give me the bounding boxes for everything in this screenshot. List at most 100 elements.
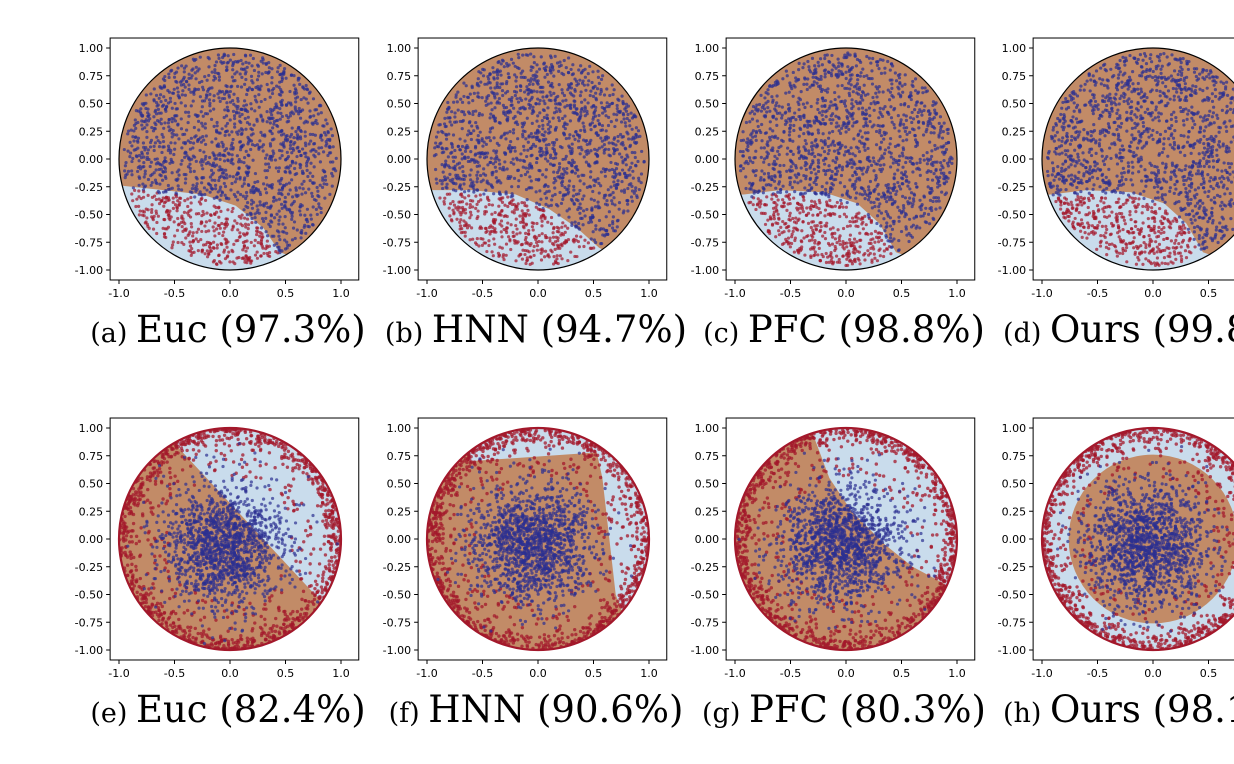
point-class-1	[613, 203, 617, 207]
point-class-1	[888, 142, 892, 146]
point-class-1	[893, 199, 897, 204]
point-class-2	[188, 215, 193, 219]
point-class-1	[479, 71, 483, 75]
point-class-1	[490, 126, 495, 130]
point-class-1	[450, 110, 454, 114]
point-class-1	[176, 184, 180, 188]
point-class-1	[882, 137, 886, 141]
point-class-1	[297, 125, 301, 130]
point-class-2	[535, 244, 540, 248]
point-class-2	[217, 215, 221, 219]
point-class-1	[630, 127, 634, 131]
point-class-1	[577, 221, 581, 226]
point-class-1	[183, 93, 187, 97]
point-class-2	[131, 199, 135, 203]
point-class-1	[142, 175, 146, 179]
point-class-1	[234, 177, 239, 181]
point-class-2	[792, 220, 797, 224]
point-class-2	[835, 260, 840, 264]
point-class-1	[568, 149, 572, 153]
point-class-1	[209, 168, 214, 172]
point-class-1	[874, 91, 878, 95]
point-class-1	[440, 151, 444, 155]
point-class-1	[275, 70, 280, 74]
point-class-1	[267, 165, 272, 169]
point-class-1	[477, 95, 481, 99]
point-class-2	[162, 232, 167, 236]
point-class-2	[823, 214, 827, 218]
point-class-1	[260, 72, 264, 76]
point-class-1	[850, 112, 854, 117]
point-class-1	[878, 167, 882, 172]
point-class-1	[909, 156, 913, 160]
point-class-1	[553, 54, 557, 58]
point-class-1	[618, 172, 622, 177]
point-class-1	[168, 151, 173, 155]
point-class-1	[636, 129, 641, 133]
point-class-1	[921, 121, 926, 126]
point-class-1	[749, 142, 753, 146]
point-class-2	[839, 202, 844, 206]
point-class-1	[281, 72, 285, 76]
point-class-1	[946, 164, 950, 168]
point-class-1	[607, 210, 611, 214]
panel-title: HNN (94.7%)	[432, 308, 687, 351]
point-class-1	[233, 72, 237, 76]
point-class-1	[865, 74, 869, 78]
point-class-1	[506, 174, 511, 179]
point-class-1	[156, 103, 160, 107]
point-class-1	[605, 104, 609, 109]
point-class-1	[741, 166, 745, 171]
point-class-1	[940, 190, 944, 194]
point-class-1	[874, 143, 879, 147]
point-class-1	[208, 104, 212, 108]
point-class-1	[551, 194, 555, 198]
point-class-1	[182, 66, 187, 70]
point-class-2	[476, 209, 480, 213]
point-class-1	[910, 120, 914, 125]
point-class-1	[944, 175, 948, 179]
point-class-1	[217, 178, 221, 183]
point-class-2	[803, 253, 807, 257]
point-class-1	[587, 79, 591, 83]
point-class-2	[442, 200, 446, 204]
y-tick-label: 0.50	[387, 98, 412, 111]
point-class-1	[566, 190, 571, 194]
point-class-2	[233, 262, 237, 266]
point-class-2	[176, 199, 180, 203]
point-class-1	[460, 177, 465, 181]
point-class-1	[869, 101, 873, 106]
point-class-1	[741, 154, 745, 158]
point-class-1	[919, 110, 924, 114]
point-class-1	[907, 180, 911, 184]
point-class-1	[300, 192, 304, 196]
point-class-1	[238, 114, 242, 118]
point-class-1	[302, 179, 306, 183]
point-class-1	[159, 86, 163, 90]
point-class-1	[504, 190, 508, 194]
point-class-1	[530, 121, 534, 125]
point-class-1	[603, 135, 607, 140]
point-class-2	[215, 243, 220, 247]
point-class-1	[304, 97, 308, 101]
point-class-1	[851, 152, 855, 156]
point-class-1	[934, 169, 938, 173]
point-class-2	[588, 246, 593, 250]
point-class-1	[300, 182, 304, 186]
point-class-1	[794, 76, 798, 80]
point-class-1	[238, 140, 243, 144]
point-class-1	[573, 137, 577, 141]
point-class-2	[522, 201, 527, 205]
point-class-1	[604, 215, 608, 219]
point-class-1	[286, 243, 290, 247]
point-class-1	[224, 173, 229, 177]
point-class-2	[161, 196, 165, 200]
point-class-1	[528, 146, 533, 150]
point-class-1	[524, 97, 528, 101]
point-class-1	[591, 230, 595, 234]
point-class-1	[863, 148, 867, 152]
point-class-1	[325, 122, 329, 126]
point-class-1	[615, 103, 619, 108]
point-class-1	[771, 166, 775, 171]
